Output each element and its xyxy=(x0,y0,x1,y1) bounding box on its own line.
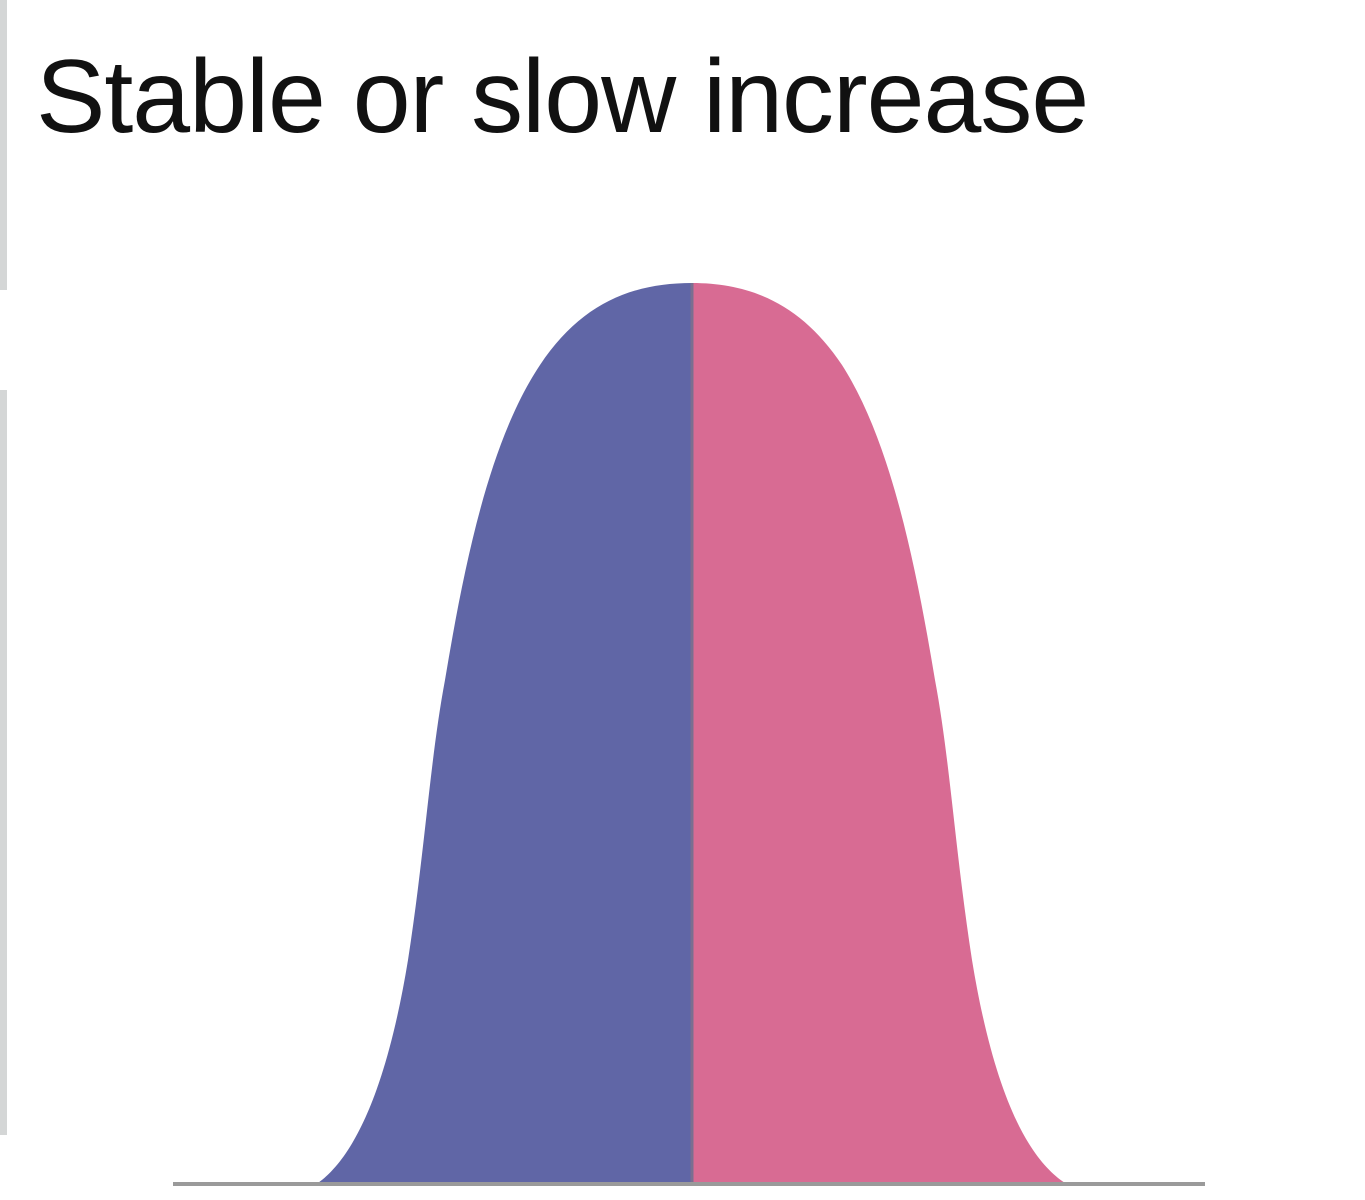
left-border-lower xyxy=(0,390,7,1135)
chart-title: Stable or slow increase xyxy=(36,39,1089,155)
left-border-upper xyxy=(0,0,7,290)
pyramid-left-half xyxy=(318,283,692,1183)
pyramid-right-half xyxy=(692,283,1065,1183)
